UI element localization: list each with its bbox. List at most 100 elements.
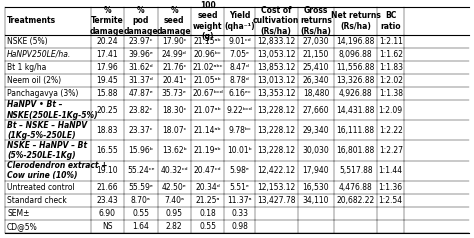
- Text: 11,556.88: 11,556.88: [337, 63, 375, 72]
- Text: NSKE – HaNPV – Bt
(5%-250LE-1Kg): NSKE – HaNPV – Bt (5%-250LE-1Kg): [7, 141, 87, 160]
- Text: 100
seed
weight
(g): 100 seed weight (g): [193, 1, 222, 41]
- Text: 5.51ᵉ: 5.51ᵉ: [229, 183, 249, 192]
- Text: 6.90: 6.90: [99, 209, 116, 218]
- Text: 20.24: 20.24: [97, 37, 118, 45]
- Text: Yield
(qha⁻¹): Yield (qha⁻¹): [224, 11, 255, 30]
- Text: 17.96: 17.96: [97, 63, 118, 72]
- Text: 20,682.22: 20,682.22: [337, 196, 375, 205]
- Text: 10.01ᵇ: 10.01ᵇ: [227, 146, 252, 155]
- Text: 7.05ᵉ: 7.05ᵉ: [229, 50, 250, 59]
- Text: 21.05ᵃᵇ: 21.05ᵃᵇ: [194, 76, 222, 85]
- Text: 20.41ᶜ: 20.41ᶜ: [162, 76, 186, 85]
- Text: 13,228.12: 13,228.12: [257, 106, 295, 114]
- Text: 21,150: 21,150: [303, 50, 329, 59]
- Text: 20.25: 20.25: [97, 106, 118, 114]
- Text: 21.07ᵃᵇ: 21.07ᵃᵇ: [194, 106, 222, 114]
- Text: 0.95: 0.95: [166, 209, 183, 218]
- Text: 9.78ᵇᶜ: 9.78ᵇᶜ: [228, 126, 251, 135]
- Text: Cost of
cultivation
(Rs/ha): Cost of cultivation (Rs/ha): [253, 6, 300, 36]
- Text: %
pod
damage: % pod damage: [124, 6, 158, 36]
- Text: 1:1.36: 1:1.36: [379, 183, 403, 192]
- Text: 4,476.88: 4,476.88: [339, 183, 373, 192]
- Text: 55.59ᵉ: 55.59ᵉ: [128, 183, 154, 192]
- Text: 15.88: 15.88: [97, 89, 118, 98]
- Text: Treatments: Treatments: [7, 16, 56, 25]
- Text: 13,228.12: 13,228.12: [257, 126, 295, 135]
- Text: 12,153.12: 12,153.12: [257, 183, 295, 192]
- Text: 5.98ᵉ: 5.98ᵉ: [229, 166, 249, 175]
- Text: 31.62ᵈ: 31.62ᵈ: [128, 63, 153, 72]
- Text: 6.16ᵉᶜ: 6.16ᵉᶜ: [228, 89, 251, 98]
- Text: 14,196.88: 14,196.88: [337, 37, 375, 45]
- Text: 1.64: 1.64: [132, 222, 149, 231]
- Text: 21.66: 21.66: [97, 183, 118, 192]
- Text: 31.37ᵈ: 31.37ᵈ: [128, 76, 153, 85]
- Text: NSKE (5%): NSKE (5%): [7, 37, 48, 45]
- Text: 1:1.38: 1:1.38: [379, 89, 403, 98]
- Text: 20.34ᵈ: 20.34ᵈ: [195, 183, 220, 192]
- Text: 29,340: 29,340: [303, 126, 329, 135]
- Text: Clerodendron extract +
Cow urine (10%): Clerodendron extract + Cow urine (10%): [7, 161, 108, 180]
- Text: 35.73ᵉ: 35.73ᵉ: [162, 89, 187, 98]
- Text: 18.83: 18.83: [97, 126, 118, 135]
- Text: 20.96ᵇᶜ: 20.96ᵇᶜ: [194, 50, 222, 59]
- Text: 1:1.83: 1:1.83: [379, 63, 403, 72]
- Text: 34,110: 34,110: [303, 196, 329, 205]
- Text: 13,013.12: 13,013.12: [257, 76, 295, 85]
- Text: 13,427.78: 13,427.78: [257, 196, 295, 205]
- Text: 24.99ᵈ: 24.99ᵈ: [162, 50, 187, 59]
- Text: SEM±: SEM±: [7, 209, 29, 218]
- Text: 9.01ᶜᵈ: 9.01ᶜᵈ: [228, 37, 251, 45]
- Text: 55.24ᶜᵉ: 55.24ᶜᵉ: [127, 166, 155, 175]
- Text: 21.76ᶜ: 21.76ᶜ: [162, 63, 186, 72]
- Text: 20.67ᵇᶜᵈ: 20.67ᵇᶜᵈ: [192, 89, 223, 98]
- Text: 8.47ᵈ: 8.47ᵈ: [229, 63, 249, 72]
- Text: 8,096.88: 8,096.88: [339, 50, 373, 59]
- Text: 13,853.12: 13,853.12: [257, 63, 295, 72]
- Text: 14,431.88: 14,431.88: [337, 106, 375, 114]
- Text: 1:2.09: 1:2.09: [379, 106, 403, 114]
- Text: 8.70ᵃ: 8.70ᵃ: [131, 196, 151, 205]
- Text: Bt 1 kg/ha: Bt 1 kg/ha: [7, 63, 46, 72]
- Text: 21.14ᵃᵇ: 21.14ᵃᵇ: [194, 126, 222, 135]
- Text: Bt – NSKE – HaNPV
(1Kg-5%-250LE): Bt – NSKE – HaNPV (1Kg-5%-250LE): [7, 121, 87, 140]
- Text: 1:2.02: 1:2.02: [379, 76, 403, 85]
- Text: 12,422.12: 12,422.12: [257, 166, 295, 175]
- Text: 1:2.11: 1:2.11: [379, 37, 403, 45]
- Text: Gross
returns
(Rs/ha): Gross returns (Rs/ha): [300, 6, 332, 36]
- Text: 20.47ᶜᵈ: 20.47ᶜᵈ: [194, 166, 221, 175]
- Text: 1:2.54: 1:2.54: [379, 196, 403, 205]
- Text: 18.07ᶜ: 18.07ᶜ: [162, 126, 186, 135]
- Text: 0.18: 0.18: [200, 209, 216, 218]
- Text: %
seed
damage: % seed damage: [157, 6, 191, 36]
- Text: 23.43: 23.43: [97, 196, 118, 205]
- Text: 21.02ᵃᵇᶜ: 21.02ᵃᵇᶜ: [192, 63, 223, 72]
- Text: 13,353.12: 13,353.12: [257, 89, 295, 98]
- Text: Untreated control: Untreated control: [7, 183, 75, 192]
- Text: Panchagavya (3%): Panchagavya (3%): [7, 89, 79, 98]
- Text: 1:2.22: 1:2.22: [379, 126, 403, 135]
- Text: 13,228.12: 13,228.12: [257, 146, 295, 155]
- Text: 21.25ᵃ: 21.25ᵃ: [195, 196, 220, 205]
- Text: 17.41: 17.41: [97, 50, 118, 59]
- Text: 16,111.88: 16,111.88: [337, 126, 375, 135]
- Text: 5,517.88: 5,517.88: [339, 166, 373, 175]
- Text: 47.87ᵉ: 47.87ᵉ: [128, 89, 153, 98]
- Text: NS: NS: [102, 222, 113, 231]
- Text: 1:1.44: 1:1.44: [379, 166, 403, 175]
- Text: 18.30ᶜ: 18.30ᶜ: [162, 106, 186, 114]
- Text: 8.78ᵈ: 8.78ᵈ: [229, 76, 249, 85]
- Text: CD@5%: CD@5%: [7, 222, 38, 231]
- Text: 21.15ᵃᵇ: 21.15ᵃᵇ: [194, 37, 222, 45]
- Text: 19.45: 19.45: [97, 76, 118, 85]
- Text: 40.32ᶜᵈ: 40.32ᶜᵈ: [161, 166, 188, 175]
- Text: %
Termite
damage: % Termite damage: [90, 6, 125, 36]
- Text: 15.96ᵇ: 15.96ᵇ: [128, 146, 154, 155]
- Text: 39.96ᵉ: 39.96ᵉ: [128, 50, 154, 59]
- Text: 13.62ᵇ: 13.62ᵇ: [162, 146, 187, 155]
- Text: 0.33: 0.33: [231, 209, 248, 218]
- Text: 16,801.88: 16,801.88: [337, 146, 375, 155]
- Text: 25,410: 25,410: [303, 63, 329, 72]
- Text: 23.82ᶜ: 23.82ᶜ: [129, 106, 153, 114]
- Text: 19.10: 19.10: [97, 166, 118, 175]
